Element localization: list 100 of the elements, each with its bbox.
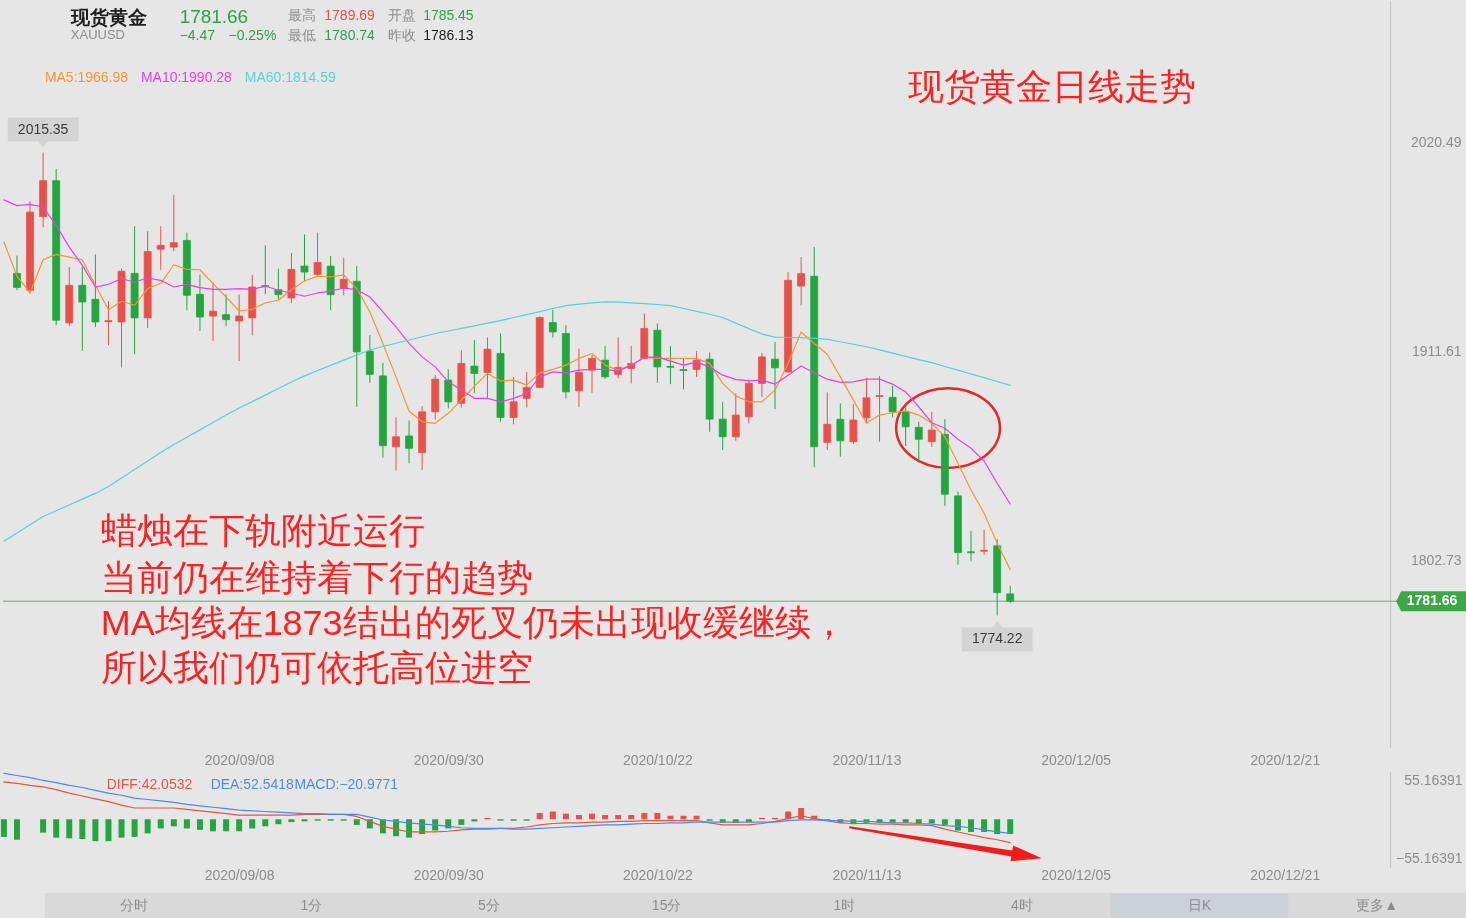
bar [941,819,948,825]
bar [575,815,582,820]
candlestick [575,347,583,408]
ref-line-label: 1781.66 [1406,592,1458,609]
bar [236,819,243,832]
candlestick [836,402,845,458]
candlestick [771,341,779,410]
y-tick-label: 55.16391 [1404,771,1463,788]
x-tick-label: 2020/11/13 [832,751,902,768]
bar [196,819,203,830]
candlestick [235,294,244,362]
annotation: 2015.35 [17,120,69,137]
annotation: 1780.74 [324,26,376,43]
bar [288,819,295,823]
annotation: 1785.45 [423,6,474,23]
x-tick-label: 2020/10/22 [622,866,694,883]
candlestick [967,530,975,562]
candlestick [169,194,178,252]
candlestick [156,225,165,271]
x-tick-label: 2020/09/08 [204,866,275,883]
annotation: 1786.13 [423,26,474,43]
candlestick [692,350,701,378]
candlestick [679,357,688,391]
text: MA10:1990.28 [140,68,233,85]
candlestick [365,334,374,384]
x-tick-label: 2020/12/21 [1250,751,1321,768]
candlestick [588,354,596,394]
bar [170,819,177,827]
bar [1007,819,1014,835]
annotation: 1789.69 [324,6,376,23]
bar [183,819,190,829]
candlestick [980,529,988,556]
annotation: 所以我们仍可依托高位进空 [100,646,533,688]
candlestick [274,268,283,301]
candlestick [392,416,400,472]
annotation: 昨收 [388,26,417,43]
line-series [3,199,1011,505]
text: MA60:1814.59 [244,68,336,85]
bar [157,819,164,829]
annotation: MA均线在1873结出的死叉仍未出现收缓继续， [100,601,847,643]
bar [654,812,661,820]
annotation: 当前仍在维持着下行的趋势 [100,556,533,598]
candlestick [718,401,727,451]
annotation: 开盘 [388,6,417,23]
x-tick-label: 2020/09/08 [204,751,275,768]
candlestick [862,377,871,424]
candlestick [731,392,740,442]
x-tick-label: 2020/10/22 [622,751,694,768]
annotation: −0.25% [228,26,277,43]
y-tick-label: 1911.61 [1412,343,1462,360]
candlestick [666,345,675,385]
text: 15分 [651,896,682,913]
y-tick-label: −55.16391 [1396,849,1463,866]
candlestick [209,281,217,342]
series-label: DEA:52.5418 [210,776,294,793]
candlestick [13,255,21,291]
y-tick-label: 2020.49 [1411,134,1462,151]
bar [40,819,47,833]
text: 现货黄金日线走势 [908,65,1197,107]
text: 分时 [119,896,148,913]
annotation: −4.47 [179,26,216,43]
annotation: 最高 [288,6,317,23]
text: 1时 [833,896,856,913]
candlestick [914,421,923,464]
bar [79,819,86,840]
candlestick [104,300,113,346]
candlestick [339,257,348,296]
candlestick [522,371,531,408]
candlestick [405,420,413,464]
candlestick [483,337,492,399]
bar [223,819,230,832]
annotation: MACD:−20.9771 [294,776,399,793]
text: 1分 [300,896,323,913]
bar [262,819,269,827]
bar [105,819,112,842]
bar [536,812,543,820]
annotation: 最低 [288,26,317,43]
bar [66,819,73,839]
bar [0,819,7,837]
series-label: DIFF:42.0532 [106,776,193,793]
bar [275,819,282,825]
candlestick [78,266,87,352]
bar [458,819,465,825]
candlestick [875,375,884,443]
annotation: 1774.22 [971,630,1023,647]
bar [615,815,622,820]
x-tick-label: 2020/12/05 [1041,866,1112,883]
annotation: 蜡烛在下轨附近运行 [100,509,425,551]
text: 5分 [478,896,500,913]
bar [249,819,256,829]
candlestick [91,253,100,328]
bar [144,819,151,834]
bar [92,819,99,842]
x-tick-label: 2020/09/30 [413,866,484,883]
line-series [3,781,1011,844]
bar [628,815,635,820]
bar [954,819,961,831]
bar [353,819,360,825]
candlestick [548,309,557,339]
x-tick-label: 2020/12/05 [1041,751,1112,768]
